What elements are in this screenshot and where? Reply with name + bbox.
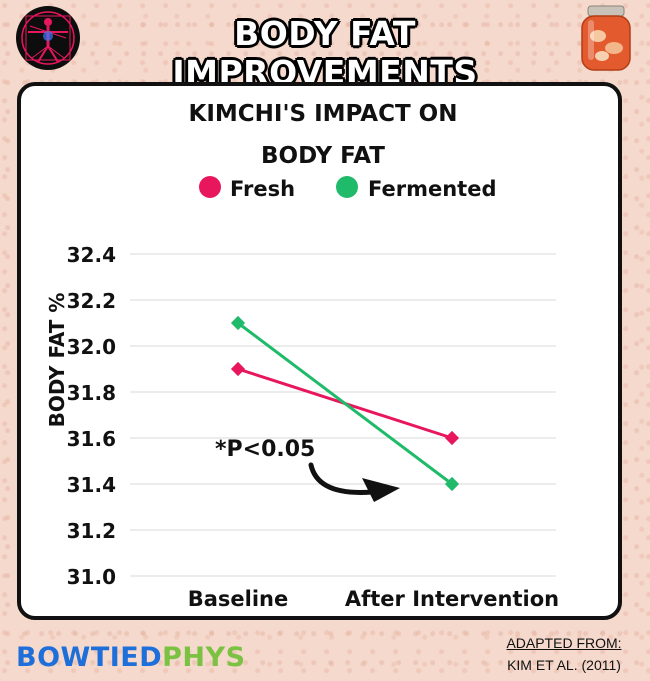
y-tick-label: 31.6 xyxy=(67,427,116,451)
y-axis-label: BODY FAT % xyxy=(45,293,69,428)
legend-label-fresh: Fresh xyxy=(230,177,295,201)
kimchi-jar-icon xyxy=(574,4,638,74)
significance-annotation: *P<0.05 xyxy=(215,437,315,462)
y-tick-label: 31.2 xyxy=(67,519,116,543)
gridlines xyxy=(130,253,556,577)
data-point-fresh xyxy=(230,361,246,377)
vitruvian-man-icon xyxy=(16,6,80,70)
x-tick-label: Baseline xyxy=(188,587,289,611)
y-tick-label: 32.4 xyxy=(67,243,116,267)
y-tick-label: 31.8 xyxy=(67,381,116,405)
y-tick-label: 32.0 xyxy=(67,335,116,359)
x-tick-label: After Intervention xyxy=(345,587,559,611)
y-tick-label: 31.0 xyxy=(67,565,116,589)
y-tick-label: 32.2 xyxy=(67,289,116,313)
chart-title-line2: BODY FAT xyxy=(261,143,385,169)
data-point-fermented xyxy=(444,476,460,492)
y-tick-labels: 32.4 32.2 32.0 31.8 31.6 31.4 31.2 31.0 xyxy=(67,243,116,589)
legend-marker-fresh xyxy=(199,176,221,198)
chart-title-line1: KIMCHI'S IMPACT ON xyxy=(189,101,458,127)
data-point-fermented xyxy=(230,315,246,331)
x-tick-labels: Baseline After Intervention xyxy=(188,587,559,611)
brand-part-1: BOWTIED xyxy=(16,642,163,673)
legend-label-fermented: Fermented xyxy=(368,177,496,201)
brand-logo: BOWTIEDPHYS xyxy=(16,642,246,673)
source-label: ADAPTED FROM: xyxy=(506,635,622,651)
data-point-fresh xyxy=(444,430,460,446)
series-line-fermented xyxy=(237,321,453,486)
curved-arrow-icon xyxy=(308,462,400,502)
source-citation: ADAPTED FROM: KIM ET AL. (2011) xyxy=(494,632,634,676)
y-tick-label: 31.4 xyxy=(67,473,116,497)
series-lines xyxy=(230,315,460,492)
brand-part-2: PHYS xyxy=(162,642,246,673)
source-reference: KIM ET AL. (2011) xyxy=(507,657,621,673)
legend-marker-fermented xyxy=(336,176,358,198)
